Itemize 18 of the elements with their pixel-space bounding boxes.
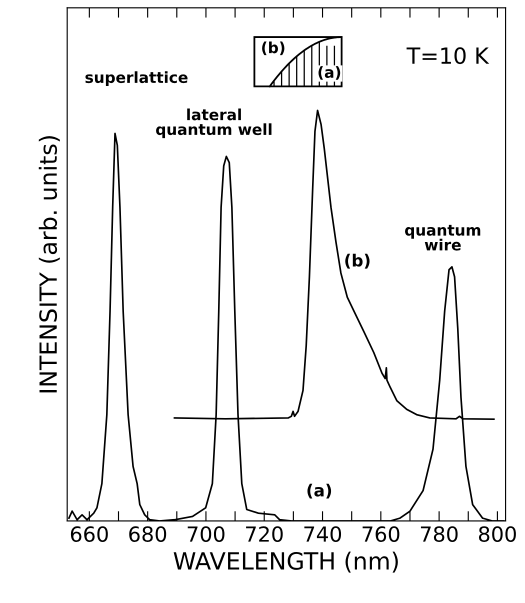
text: superlattice	[85, 71, 188, 86]
text: T=10 K	[406, 47, 490, 64]
x-tick-label: 660	[70, 526, 108, 542]
text: (b)	[262, 42, 284, 56]
y-axis-title: INTENSITY (arb. units)	[38, 136, 60, 392]
annotation: (b)	[345, 254, 370, 269]
annotation: lateral quantum well	[156, 108, 272, 138]
x-tick-label: 700	[188, 526, 224, 542]
x-axis-title: WAVELENGTH (nm)	[174, 552, 398, 573]
annotation: (a)	[307, 484, 332, 499]
x-tick-label: 740	[304, 526, 342, 542]
x-tick-label: 760	[362, 526, 400, 542]
x-tick-label: 720	[246, 526, 283, 542]
x-tick-label: 800	[478, 526, 516, 542]
x-tick-label: 780	[420, 526, 458, 542]
x-tick-label: 680	[129, 526, 166, 542]
text: (a)	[318, 66, 340, 80]
annotation: quantum wire	[405, 224, 480, 251]
